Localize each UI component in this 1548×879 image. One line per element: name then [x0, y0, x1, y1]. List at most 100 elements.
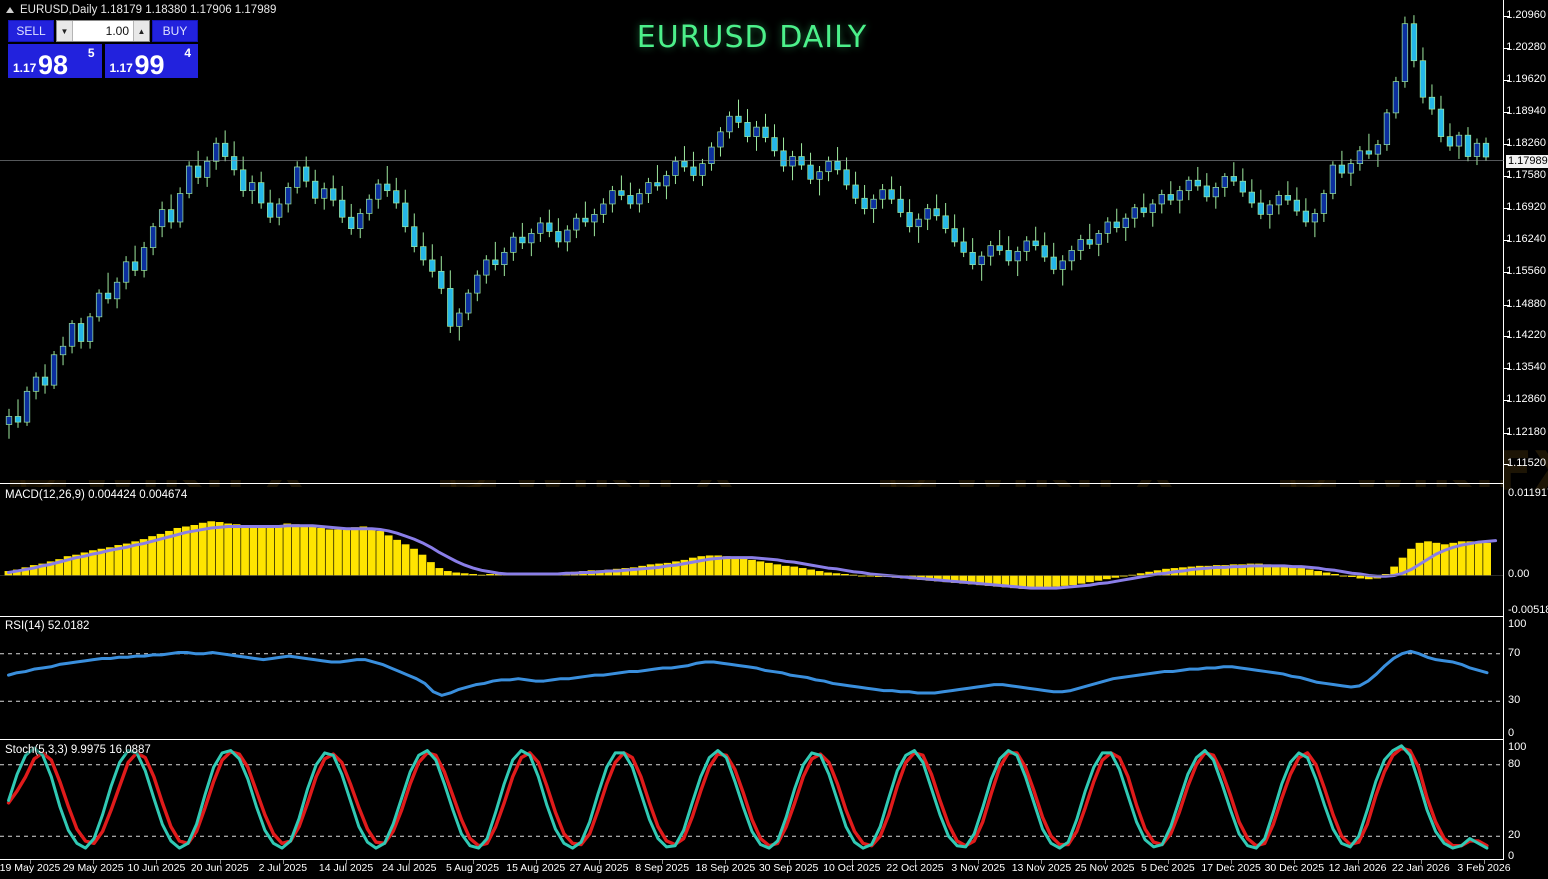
symbol-header: EURUSD,Daily 1.18179 1.18380 1.17906 1.1… — [6, 4, 276, 16]
sell-price-quote[interactable]: 1.17 98 5 — [8, 44, 102, 78]
buy-price-quote[interactable]: 1.17 99 4 — [104, 44, 198, 79]
buy-button[interactable]: BUY — [152, 20, 198, 42]
stochastic-axis-tick: 80 — [1508, 757, 1521, 770]
rsi-label: RSI(14) 52.0182 — [5, 620, 90, 632]
time-axis-label: 18 Sep 2025 — [695, 862, 756, 874]
time-axis-label: 2 Jul 2025 — [258, 862, 308, 874]
price-axis-tick: 1.11520 — [1507, 456, 1546, 469]
time-axis-tickmark — [409, 860, 411, 864]
time-axis-tickmark — [1231, 860, 1233, 864]
octp-controls-row: SELL ▼ 1.00 ▲ BUY — [8, 20, 198, 42]
volume-input[interactable]: 1.00 — [105, 24, 129, 38]
price-axis-tick: 1.13540 — [1506, 361, 1546, 374]
time-axis-label: 3 Nov 2025 — [951, 862, 1006, 874]
time-axis-tickmark — [1041, 860, 1043, 864]
panel-separator-price-macd — [0, 483, 1504, 484]
time-axis-tickmark — [219, 860, 221, 864]
price-chart-canvas[interactable] — [0, 0, 1504, 480]
time-axis-label: 25 Nov 2025 — [1074, 862, 1135, 874]
price-axis-tick: 1.14880 — [1506, 297, 1546, 310]
time-axis-label: 5 Aug 2025 — [445, 862, 500, 874]
time-axis-tickmark — [30, 860, 31, 864]
macd-axis-tick: -0.005185 — [1508, 604, 1548, 616]
time-axis-tickmark — [915, 860, 917, 864]
buy-price-prefix: 1.17 — [109, 61, 133, 75]
time-axis-tickmark — [472, 860, 474, 864]
time-axis-label: 29 May 2025 — [62, 862, 124, 874]
time-axis-tickmark — [1167, 860, 1169, 864]
time-axis-label: 30 Sep 2025 — [758, 862, 819, 874]
price-axis-tickmark — [1504, 176, 1509, 178]
rsi-indicator-canvas[interactable] — [0, 618, 1504, 737]
price-axis-tick: 1.17580 — [1506, 169, 1546, 182]
time-axis-label: 30 Dec 2025 — [1264, 862, 1325, 874]
panel-separator-rsi-stoch — [0, 739, 1504, 740]
time-axis-label: 5 Dec 2025 — [1141, 862, 1195, 874]
octp-quotes-row: 1.17 98 5 1.17 99 4 — [8, 44, 198, 78]
price-axis-tick: 1.16920 — [1506, 200, 1546, 213]
time-axis-tickmark — [788, 860, 790, 864]
macd-axis: 0.011917 0.00 -0.005185 — [1504, 487, 1548, 616]
price-axis-tick: 1.18260 — [1506, 137, 1546, 150]
stochastic-axis: 100 80 20 0 — [1504, 741, 1548, 862]
time-axis-tickmark — [1420, 860, 1422, 864]
sell-price-fraction: 5 — [87, 46, 95, 60]
time-axis-tickmark — [282, 860, 284, 864]
price-axis-tick: 1.14220 — [1506, 328, 1546, 341]
time-axis-label: 22 Oct 2025 — [886, 862, 944, 874]
buy-price-pips: 99 — [134, 50, 165, 79]
time-axis-label: 20 Jun 2025 — [190, 862, 249, 874]
rsi-axis-tick: 30 — [1508, 694, 1521, 707]
time-axis-label: 22 Jan 2026 — [1391, 862, 1450, 874]
stochastic-axis-tick: 100 — [1508, 741, 1527, 753]
price-axis-tick: 1.12860 — [1506, 393, 1546, 406]
time-axis-tickmark — [662, 860, 664, 864]
page-title: EURUSD DAILY — [636, 20, 868, 55]
price-axis-tick: 1.20280 — [1506, 41, 1546, 54]
time-axis-label: 13 Nov 2025 — [1011, 862, 1072, 874]
price-axis-tick: 1.19620 — [1506, 72, 1546, 85]
time-axis-label: 10 Oct 2025 — [823, 862, 881, 874]
one-click-trading-panel[interactable]: SELL ▼ 1.00 ▲ BUY 1.17 98 5 1.17 99 4 — [8, 20, 198, 78]
macd-indicator-canvas[interactable] — [0, 487, 1504, 614]
time-axis-tickmark — [156, 860, 158, 864]
current-price-tag: 1.17989 — [1506, 155, 1548, 168]
time-axis-label: 14 Jul 2025 — [318, 862, 374, 874]
macd-axis-tick: 0.00 — [1508, 568, 1530, 581]
time-axis[interactable]: 19 May 2025 29 May 2025 10 Jun 2025 20 Jun … — [0, 860, 1548, 879]
time-axis-tickmark — [725, 860, 727, 864]
macd-axis-tick: 0.011917 — [1508, 487, 1548, 499]
price-axis-tick: 1.20960 — [1506, 9, 1546, 22]
price-axis-tickmark — [1504, 335, 1509, 337]
time-axis-label: 12 Jan 2026 — [1328, 862, 1387, 874]
price-axis-tickmark — [1504, 48, 1509, 50]
panel-separator-stoch-time — [0, 859, 1504, 860]
symbol-header-text: EURUSD,Daily 1.18179 1.18380 1.17906 1.1… — [20, 4, 277, 16]
triangle-icon — [6, 7, 14, 13]
time-axis-tickmark — [93, 860, 95, 864]
current-price-line — [0, 160, 1504, 161]
price-axis-tickmark — [1504, 432, 1509, 434]
volume-increase-icon[interactable]: ▲ — [133, 21, 149, 41]
price-axis[interactable]: 1.20960 1.20280 1.19620 1.18940 1.18260 1.175… — [1504, 0, 1548, 483]
price-axis-tick: 1.16240 — [1506, 233, 1546, 245]
time-axis-label: 10 Jun 2025 — [127, 862, 186, 874]
sell-price-pips: 98 — [38, 50, 69, 79]
price-axis-tickmark — [1504, 304, 1509, 306]
volume-stepper[interactable]: ▼ 1.00 ▲ — [56, 20, 150, 42]
rsi-axis-tick: 70 — [1508, 646, 1521, 659]
price-axis-tickmark — [1504, 272, 1509, 274]
time-axis-label: 17 Dec 2025 — [1201, 862, 1261, 874]
time-axis-tickmark — [346, 860, 348, 864]
sell-button[interactable]: SELL — [8, 20, 54, 42]
price-axis-tickmark — [1504, 16, 1509, 18]
time-axis-label: 3 Feb 2026 — [1457, 862, 1511, 874]
buy-price-fraction: 4 — [184, 46, 191, 60]
time-axis-tickmark — [1484, 860, 1485, 864]
volume-decrease-icon[interactable]: ▼ — [57, 21, 73, 41]
price-axis-tickmark — [1504, 79, 1509, 81]
panel-separator-macd-rsi — [0, 616, 1504, 617]
stochastic-indicator-canvas[interactable] — [0, 741, 1504, 860]
time-axis-label: 19 May 2025 — [0, 862, 61, 874]
time-axis-tickmark — [598, 860, 600, 864]
